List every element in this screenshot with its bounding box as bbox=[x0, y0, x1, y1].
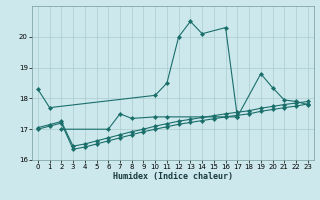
X-axis label: Humidex (Indice chaleur): Humidex (Indice chaleur) bbox=[113, 172, 233, 181]
